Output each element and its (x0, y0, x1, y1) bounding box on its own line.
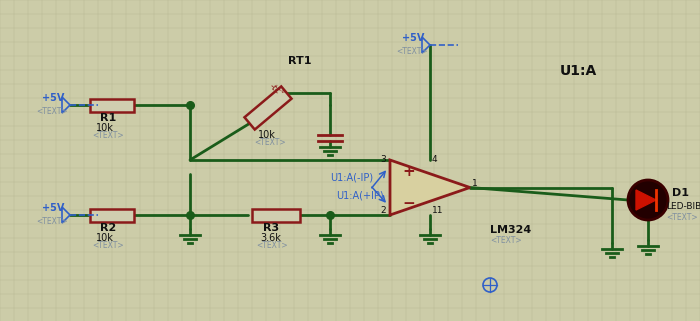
Text: +: + (402, 164, 414, 179)
Text: 10k: 10k (258, 130, 276, 140)
Text: <TEXT>: <TEXT> (92, 131, 124, 140)
Text: <TEXT>: <TEXT> (92, 241, 124, 250)
Polygon shape (636, 190, 656, 210)
Text: 2: 2 (380, 206, 386, 215)
Text: LED-BIBY: LED-BIBY (666, 202, 700, 211)
Text: <TEXT>: <TEXT> (36, 217, 68, 226)
Text: −: − (402, 195, 414, 211)
Bar (252, 209, 300, 221)
Text: R1: R1 (100, 113, 116, 123)
Polygon shape (422, 37, 430, 53)
Text: <TEXT>: <TEXT> (490, 236, 522, 245)
Text: 10k: 10k (96, 233, 114, 243)
Bar (90, 209, 134, 221)
Text: 3.6k: 3.6k (260, 233, 281, 243)
Polygon shape (62, 207, 70, 223)
Text: 11: 11 (432, 206, 444, 215)
Text: LM324: LM324 (490, 225, 531, 235)
Text: R3: R3 (263, 223, 279, 233)
Text: -tc°: -tc° (267, 81, 285, 99)
Circle shape (628, 180, 668, 220)
Text: 10k: 10k (96, 123, 114, 133)
Text: RT1: RT1 (288, 56, 312, 66)
Text: U1:A(+IP): U1:A(+IP) (336, 190, 384, 200)
Text: +5V: +5V (42, 93, 64, 103)
Text: U1:A(-IP): U1:A(-IP) (330, 173, 373, 183)
Text: <TEXT>: <TEXT> (36, 107, 68, 116)
Text: 3: 3 (380, 155, 386, 164)
Text: <TEXT>: <TEXT> (666, 213, 698, 222)
Text: 1: 1 (472, 178, 477, 187)
Text: <TEXT>: <TEXT> (256, 241, 288, 250)
Text: +5V: +5V (42, 203, 64, 213)
Polygon shape (62, 97, 70, 113)
Bar (90, 99, 134, 111)
Text: U1:A: U1:A (560, 64, 597, 78)
Polygon shape (390, 160, 470, 215)
Text: 4: 4 (432, 155, 438, 164)
Text: <TEXT>: <TEXT> (254, 138, 286, 147)
Text: +5V: +5V (402, 33, 424, 43)
Text: <TEXT>: <TEXT> (396, 47, 428, 56)
Text: D1: D1 (672, 188, 689, 198)
Text: R2: R2 (100, 223, 116, 233)
Polygon shape (244, 86, 291, 130)
